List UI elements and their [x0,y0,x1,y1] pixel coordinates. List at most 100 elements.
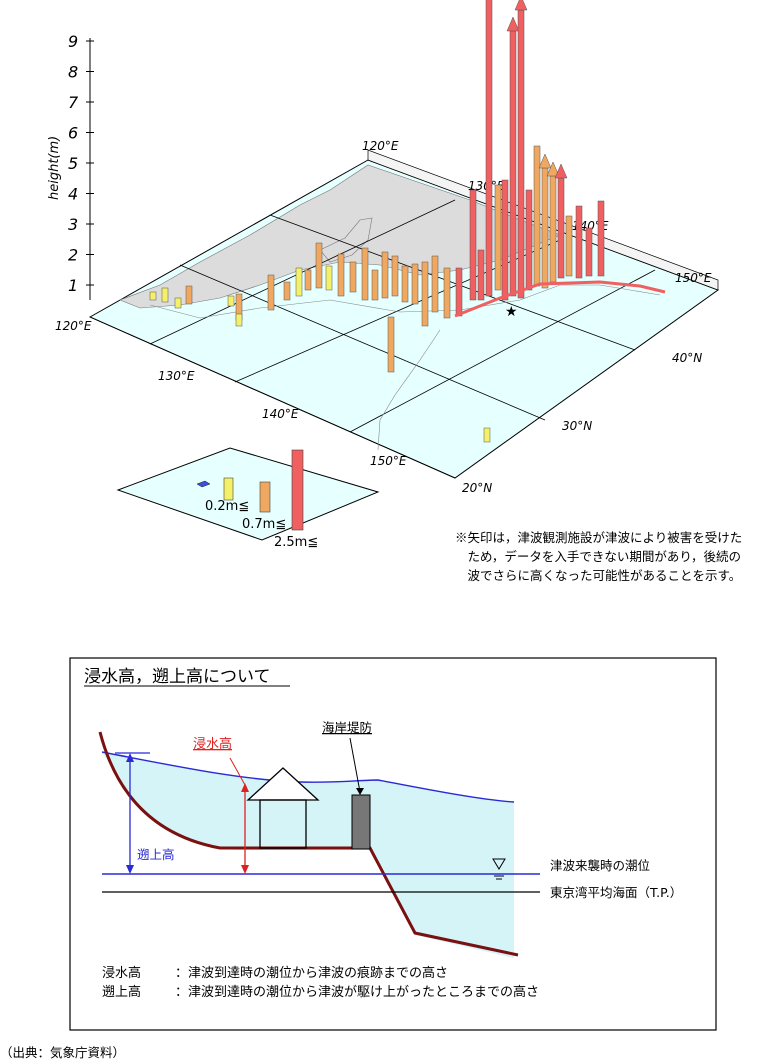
height-arrow-icon [546,161,560,177]
tide-symbol-icon [492,858,506,880]
lat-label: 20°N [462,481,492,495]
def-desc: ：津波到達時の潮位から津波が駆け上がったところまでの高さ [175,984,539,1000]
height-bar [455,267,463,317]
ground-line [98,731,519,957]
height-bar [371,269,379,301]
diagram-title: 浸水高，遡上高について [84,667,271,687]
height-bar [149,291,157,301]
height-bar [565,215,573,277]
runup-label: 遡上高 [137,847,175,862]
height-bar [533,145,541,287]
height-bar [283,281,291,301]
height-bar [485,0,493,297]
height-tick-label: 3 [68,215,78,234]
height-tick-label: 9 [68,32,78,51]
height-bars [149,0,666,443]
legend-label: 0.2m≦ [205,499,249,514]
lon-label-bottom: 120°E [55,319,92,333]
height-bar [325,265,333,291]
def-desc: ：津波到達時の潮位から津波の痕跡までの高さ [175,965,448,981]
height-tick-label: 5 [68,154,78,173]
height-axis: 1 2 3 4 5 6 7 8 9 height(m) [47,32,94,300]
water-surface-line [101,751,515,803]
height-tick-label: 4 [68,185,78,204]
height-tick-label: 8 [68,63,78,82]
height-bar [381,251,389,299]
height-bar [585,227,593,277]
height-bar [401,265,409,303]
lon-label-top: 120°E [362,139,399,153]
height-bar [361,247,369,301]
lon-label-top: 150°E [675,271,712,285]
height-bar [557,177,565,279]
legend-label: 0.7m≦ [242,517,286,532]
lon-label-bottom: 130°E [158,369,195,383]
seawall-label: 海岸堤防 [322,720,372,735]
note-line: ため，データを入手できない期間があり，後続の [455,549,742,564]
height-arrow-icon [554,163,568,179]
tp-label: 東京湾平均海面（T.P.） [550,885,682,900]
height-bar [304,269,312,291]
lon-label-bottom: 150°E [370,454,407,468]
coast-marker-band [454,280,666,318]
lon-label-bottom: 140°E [262,407,299,421]
height-bar [443,267,451,319]
height-bar [501,179,509,301]
legend-bar-large [291,449,304,531]
height-tick-label: 7 [68,93,79,112]
lat-label: 40°N [672,351,702,365]
house-icon [246,767,320,849]
height-bar [469,189,477,301]
inundation-label: 浸水高 [193,736,232,752]
height-bar [185,285,193,305]
seawall [351,794,371,850]
legend: 0.2m≦ 0.7m≦ 2.5m≦ [116,447,380,550]
lat-label: 30°N [562,419,592,433]
height-axis-label: height(m) [47,136,62,200]
height-bar [349,261,357,293]
legend-bar-small [223,477,234,501]
height-bar [411,263,419,305]
def-term: 浸水高 [102,965,141,981]
height-bar [597,200,605,277]
height-tick-label: 2 [68,246,78,265]
height-bar [337,253,345,297]
height-bar [295,267,303,297]
height-bar [431,255,439,313]
height-arrow-icon [538,153,552,169]
height-bar [161,287,169,303]
note-line: 波でさらに高くなった可能性があることを示す。 [455,568,742,583]
epicenter-icon: ★ [505,304,518,320]
height-bar [517,9,525,299]
source-note: （出典：気象庁資料） [0,1045,126,1060]
height-bar [235,313,243,327]
legend-swatch-low [196,480,211,488]
def-term: 遡上高 [102,984,141,1000]
map-base: ★ [88,149,720,479]
height-bar [174,297,182,309]
height-tick-label: 1 [68,276,78,295]
height-bar [575,205,583,279]
height-bar [315,242,323,289]
map-labels: 120°E 130°E 140°E 150°E 120°E 130°E 140°… [55,139,712,495]
arrow-note: ※矢印は，津波観測施設が津波により被害を受けた ため，データを入手できない期間が… [455,528,773,585]
height-bar [483,427,491,443]
height-bar [227,295,235,307]
height-bar [494,184,502,291]
height-bar [267,274,275,311]
legend-bar-medium [259,481,271,513]
height-bar [387,316,395,373]
height-bar [509,30,517,297]
height-bar [541,167,549,289]
legend-label: 2.5m≦ [274,535,318,550]
inundation-runup-diagram: 浸水高，遡上高について 海岸堤防 浸水高 遡上高 津波来襲時の潮位 東京湾平均海… [69,657,717,1031]
tide-label: 津波来襲時の潮位 [550,858,650,873]
height-arrow-icon [514,0,528,11]
note-line: ※矢印は，津波観測施設が津波により被害を受けた [455,530,743,545]
height-bar [525,189,533,291]
height-bar [391,255,399,297]
height-bar [421,261,429,327]
height-bar [477,249,485,301]
height-bar [549,175,557,283]
